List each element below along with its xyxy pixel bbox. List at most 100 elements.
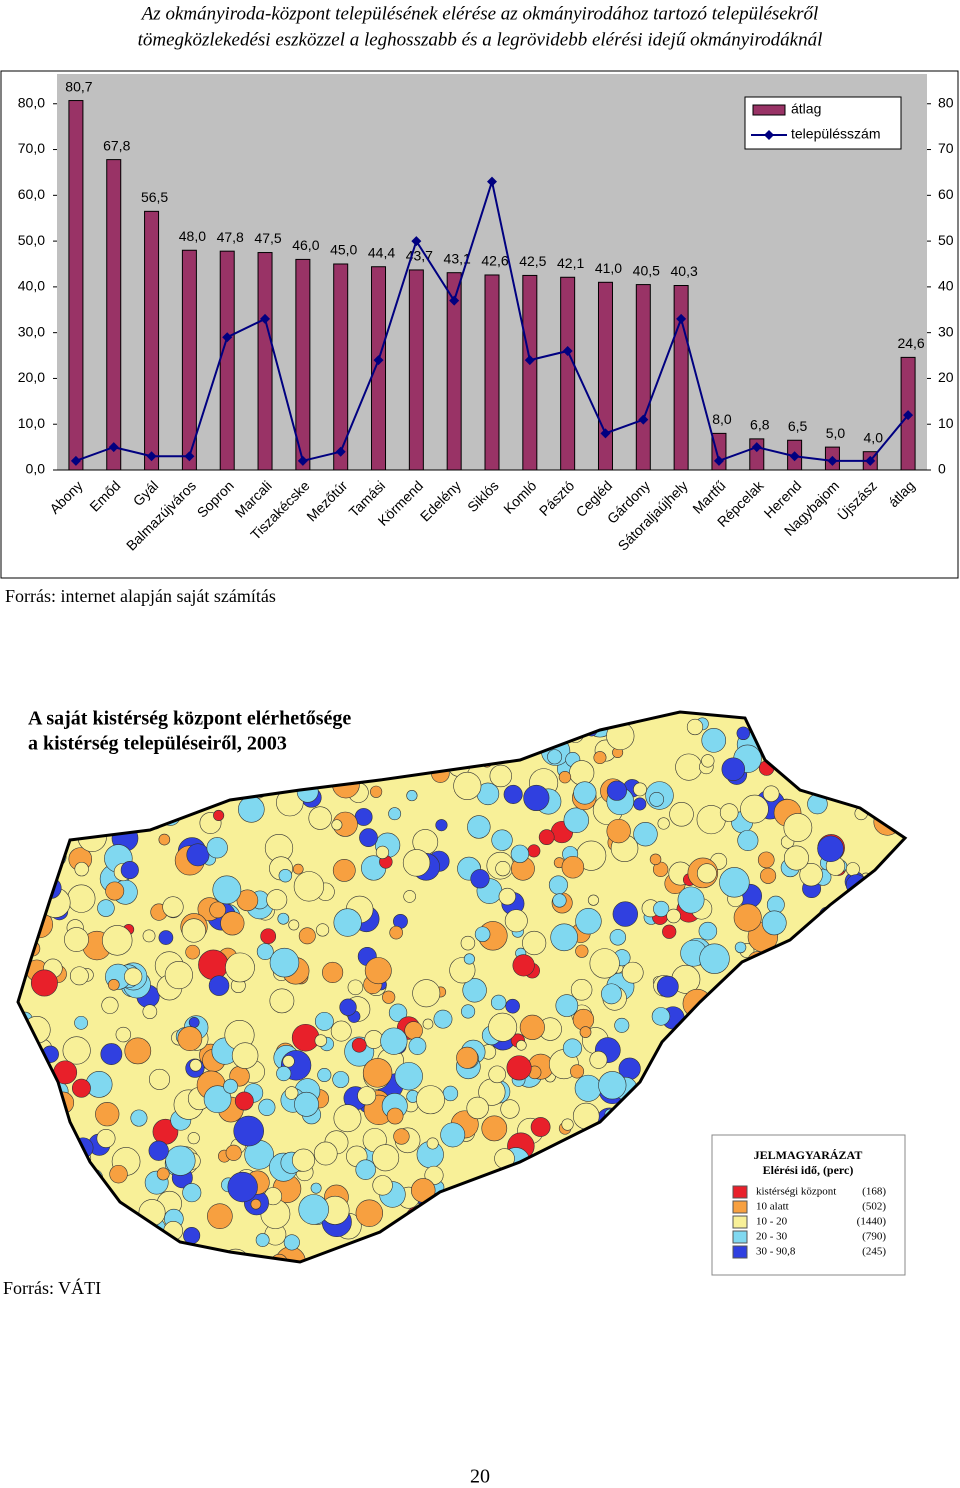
map-patch — [527, 844, 541, 858]
map-patch — [717, 1051, 743, 1077]
map-patch — [854, 887, 873, 905]
map-patch — [93, 1214, 115, 1235]
map-patch — [512, 954, 535, 977]
map-patch — [806, 744, 824, 763]
map-patch — [550, 712, 574, 724]
map-patch — [829, 969, 848, 988]
map-patch — [629, 1182, 642, 1195]
map-patch — [18, 1208, 41, 1234]
map-patch — [563, 807, 589, 833]
y-tick-label: 80,0 — [18, 94, 45, 110]
map-patch — [561, 1118, 574, 1131]
map-patch — [35, 1074, 47, 1087]
map-patch — [134, 760, 164, 791]
map-patch — [574, 1074, 602, 1102]
map-patch — [786, 754, 814, 782]
map-patch — [868, 876, 891, 899]
map-patch — [426, 1237, 443, 1254]
map-patch — [691, 1133, 704, 1147]
y-tick-label: 20,0 — [18, 369, 45, 385]
map-patch — [510, 844, 530, 864]
map-patch — [470, 869, 490, 889]
map-patch — [448, 712, 475, 724]
map-patch — [495, 860, 511, 877]
marker — [865, 455, 876, 466]
map-patch — [719, 1067, 742, 1090]
map-patch — [314, 1034, 328, 1047]
map-patch — [29, 843, 45, 859]
map-patch — [292, 863, 304, 875]
map-patch — [475, 1218, 501, 1244]
map-patch — [67, 1245, 93, 1262]
map-patch — [658, 1254, 673, 1262]
map-title: a kistérség településeiről, 2003 — [28, 733, 287, 755]
map-patch — [886, 1022, 905, 1047]
map-patch — [173, 1257, 197, 1262]
map-patch — [203, 1085, 232, 1114]
map-patch — [233, 1115, 264, 1147]
map-patch — [372, 1175, 393, 1196]
map-patch — [388, 1003, 408, 1022]
map-patch — [601, 983, 622, 1005]
map-patch — [633, 821, 658, 847]
bar — [408, 269, 424, 471]
map-patch — [388, 807, 402, 821]
map-patch — [41, 1130, 59, 1148]
map-patch — [760, 867, 777, 884]
marker — [411, 236, 422, 247]
map-patch — [466, 1096, 489, 1120]
map-patch — [781, 1084, 803, 1105]
map-patch — [690, 1088, 715, 1114]
map-patch — [513, 712, 532, 720]
map-patch — [613, 1124, 637, 1148]
map-patch — [721, 1052, 745, 1076]
map-patch — [473, 1222, 502, 1252]
map-patch — [815, 948, 841, 974]
map-patch — [800, 939, 813, 952]
map-patch — [561, 855, 585, 879]
map-patch — [726, 1105, 748, 1127]
map-patch — [269, 988, 295, 1014]
map-patch — [18, 1152, 36, 1175]
marker — [449, 295, 460, 306]
map-patch — [130, 1109, 148, 1127]
map-patch — [593, 751, 607, 765]
map-patch — [756, 1058, 780, 1083]
map-patch — [62, 1036, 91, 1065]
map-patch — [61, 1164, 78, 1182]
value-label: 56,5 — [141, 189, 168, 205]
map-patch — [464, 1179, 490, 1205]
map-patch — [607, 1155, 621, 1169]
map-patch — [741, 999, 769, 1027]
map-patch — [69, 819, 86, 836]
map-patch — [539, 712, 568, 729]
map-patch — [641, 1146, 653, 1158]
map-outline — [16, 710, 908, 1264]
map-patch — [135, 1254, 160, 1262]
y-tick-label: 60,0 — [18, 186, 45, 202]
map-patch — [18, 1231, 33, 1256]
marker — [903, 410, 914, 421]
map-patch — [482, 1241, 511, 1262]
map-patch — [575, 908, 602, 935]
map-patch — [48, 1120, 71, 1144]
map-patch — [375, 845, 390, 860]
map-patch — [614, 1017, 630, 1033]
map-patch — [562, 1038, 583, 1058]
map-patch — [543, 1260, 557, 1262]
map-patch — [701, 728, 727, 753]
map-patch — [380, 1027, 408, 1055]
map-patch — [383, 734, 410, 761]
map-patch — [548, 875, 568, 895]
map-patch — [269, 947, 300, 978]
map-patch — [227, 1171, 258, 1203]
bar — [673, 285, 689, 471]
map-patch — [498, 887, 517, 906]
map-patch — [32, 867, 55, 890]
map-patch — [809, 741, 830, 763]
map-patch — [457, 1221, 478, 1242]
value-label: 67,8 — [103, 137, 130, 153]
map-patch — [148, 1068, 171, 1090]
map-patch — [69, 801, 82, 814]
map-patch — [260, 928, 277, 945]
